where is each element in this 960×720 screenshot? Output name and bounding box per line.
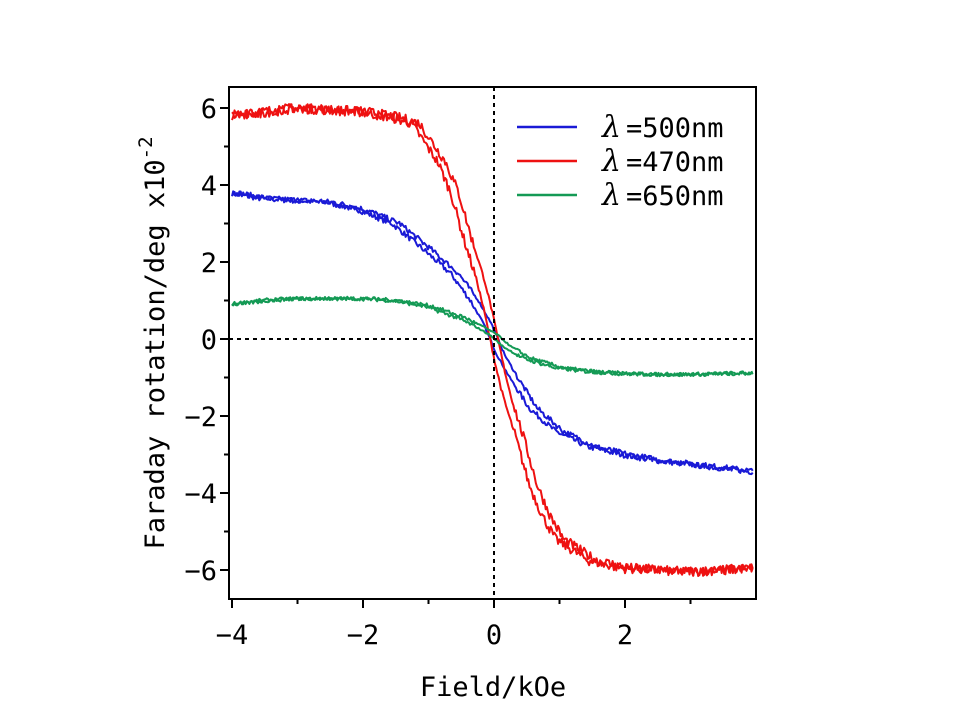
x-tick-label: −2: [347, 620, 380, 651]
zero-lines: [229, 87, 756, 599]
y-tick-label: −4: [184, 479, 217, 510]
legend-label: =500nm: [626, 113, 724, 144]
x-tick-label: −4: [216, 620, 249, 651]
legend-lambda-symbol: λ: [601, 178, 621, 213]
y-tick-label: 4: [201, 171, 217, 202]
y-axis-title-exponent: -2: [135, 136, 157, 159]
legend-lambda-symbol: λ: [601, 144, 621, 179]
axis-ticks: −4 −2 0 2 6 4 2 0 −2 −4 −6: [184, 94, 692, 651]
y-tick-label: −6: [184, 556, 217, 587]
legend-label: =650nm: [626, 181, 724, 212]
x-axis-title: Field/kOe: [420, 672, 566, 703]
series-470nm: [231, 103, 754, 577]
y-tick-label: 2: [201, 248, 217, 279]
series-650nm: [231, 295, 754, 378]
series-line-branch-down: [231, 295, 754, 378]
series-line-branch-down: [231, 103, 754, 577]
y-axis-title: Faraday rotation/deg x10-2: [135, 136, 171, 549]
series-line-branch-up: [231, 295, 754, 378]
series-line-branch-up: [231, 190, 754, 476]
plot-frame: [228, 86, 757, 600]
y-tick-label: 0: [201, 325, 217, 356]
x-tick-label: 0: [486, 620, 502, 651]
y-tick-label: 6: [201, 94, 217, 125]
legend-label: =470nm: [626, 147, 724, 178]
series-line-branch-down: [231, 190, 754, 473]
y-tick-label: −2: [184, 402, 217, 433]
legend-lambda-symbol: λ: [601, 110, 621, 145]
x-tick-label: 2: [617, 620, 633, 651]
series-layer: [231, 103, 754, 577]
series-500nm: [231, 190, 754, 476]
y-axis-title-base: Faraday rotation/deg x10: [140, 159, 171, 549]
